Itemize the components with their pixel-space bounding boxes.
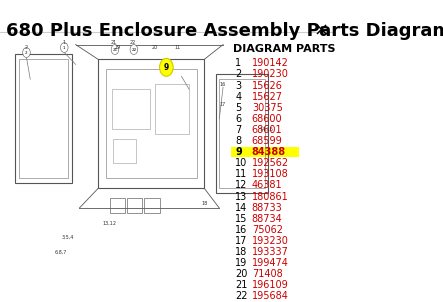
Text: 8: 8 — [235, 136, 241, 146]
Circle shape — [159, 59, 173, 76]
Text: 46381: 46381 — [252, 180, 283, 191]
Text: 3: 3 — [235, 81, 241, 91]
Text: 16: 16 — [235, 225, 248, 235]
Text: 193230: 193230 — [252, 236, 289, 246]
Text: 6: 6 — [235, 114, 241, 124]
Text: 15627: 15627 — [252, 92, 283, 102]
Text: 2: 2 — [25, 45, 28, 50]
Text: 7: 7 — [235, 125, 241, 135]
Text: 680 Plus Enclosure Assembly Parts Diagram: 680 Plus Enclosure Assembly Parts Diagra… — [6, 22, 443, 40]
Text: 88733: 88733 — [252, 203, 283, 213]
Text: 18: 18 — [201, 201, 207, 206]
Text: 190230: 190230 — [252, 69, 289, 79]
Bar — [219, 79, 264, 188]
Text: 15626: 15626 — [252, 81, 283, 91]
Bar — [144, 198, 159, 213]
Text: 9: 9 — [235, 147, 242, 157]
Bar — [106, 69, 197, 178]
Text: 15: 15 — [235, 214, 248, 224]
Text: 22: 22 — [235, 291, 248, 301]
Text: 21: 21 — [110, 40, 117, 45]
Text: 30375: 30375 — [252, 103, 283, 113]
Circle shape — [23, 47, 30, 57]
Text: 21: 21 — [113, 47, 117, 52]
Circle shape — [61, 43, 68, 53]
Text: ×: × — [314, 22, 329, 40]
Text: 16: 16 — [220, 82, 226, 87]
Text: 71408: 71408 — [252, 269, 283, 279]
Text: 9: 9 — [164, 63, 169, 72]
Text: 196109: 196109 — [252, 280, 288, 290]
Text: 75062: 75062 — [252, 225, 283, 235]
Text: 21: 21 — [235, 280, 248, 290]
Text: 11: 11 — [235, 169, 248, 179]
Text: 68601: 68601 — [252, 125, 283, 135]
Text: 12: 12 — [235, 180, 248, 191]
Text: 10: 10 — [235, 158, 248, 168]
Text: 1: 1 — [63, 46, 66, 50]
Circle shape — [111, 45, 119, 54]
Text: 195684: 195684 — [252, 291, 289, 301]
Text: 22: 22 — [129, 40, 136, 45]
Text: 1: 1 — [63, 40, 66, 45]
Text: 180861: 180861 — [252, 191, 288, 201]
Text: 5: 5 — [235, 103, 241, 113]
Bar — [19, 59, 68, 178]
Bar — [231, 147, 299, 157]
Text: 11: 11 — [175, 45, 181, 50]
Text: 68600: 68600 — [252, 114, 283, 124]
Text: 88734: 88734 — [252, 214, 283, 224]
Text: 1: 1 — [235, 58, 241, 68]
Text: 199474: 199474 — [252, 258, 289, 268]
Text: 193337: 193337 — [252, 247, 289, 257]
Text: 17: 17 — [220, 101, 226, 107]
Bar — [215, 74, 268, 193]
Text: 22: 22 — [131, 47, 136, 52]
Bar — [98, 59, 204, 188]
Text: 13: 13 — [235, 191, 248, 201]
Text: 84388: 84388 — [252, 147, 286, 157]
Text: 19: 19 — [235, 258, 248, 268]
Text: 6,8,7: 6,8,7 — [54, 250, 67, 255]
Bar — [127, 198, 142, 213]
Text: 13,12: 13,12 — [103, 220, 117, 225]
Text: 20: 20 — [152, 45, 158, 50]
Text: 14,15: 14,15 — [259, 126, 273, 131]
Text: 18: 18 — [235, 247, 248, 257]
Bar — [110, 198, 125, 213]
Text: 68599: 68599 — [252, 136, 283, 146]
Text: 2: 2 — [235, 69, 241, 79]
Bar — [112, 89, 150, 129]
Text: 190142: 190142 — [252, 58, 289, 68]
Text: DIAGRAM PARTS: DIAGRAM PARTS — [233, 43, 335, 53]
Text: 193108: 193108 — [252, 169, 288, 179]
Text: 192562: 192562 — [252, 158, 289, 168]
Bar — [113, 139, 136, 163]
Text: 17: 17 — [235, 236, 248, 246]
Text: 19: 19 — [114, 45, 120, 50]
Text: 20: 20 — [235, 269, 248, 279]
Text: 4: 4 — [235, 92, 241, 102]
Text: 3,5,4: 3,5,4 — [62, 235, 74, 240]
Text: 14: 14 — [235, 203, 248, 213]
Circle shape — [130, 45, 138, 54]
Text: 2: 2 — [25, 50, 28, 54]
Bar — [155, 84, 189, 134]
Bar — [15, 54, 72, 183]
